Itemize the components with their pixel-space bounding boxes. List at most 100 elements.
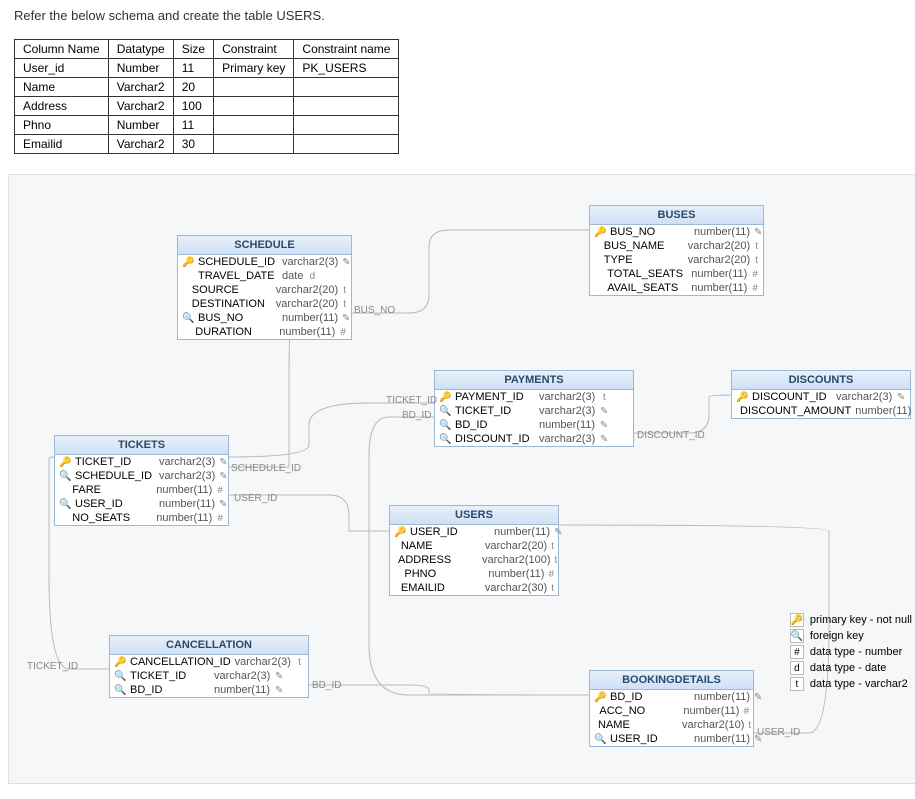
edge-label: DISCOUNT_ID xyxy=(637,430,705,441)
column-type: varchar2(3) xyxy=(235,656,291,668)
entity-column: 🔍BUS_NOnumber(11)✎ xyxy=(178,311,351,325)
entity-column: 🔑SCHEDULE_IDvarchar2(3)✎ xyxy=(178,255,351,269)
entity-column: 🔑DISCOUNT_IDvarchar2(3)✎ xyxy=(732,390,910,404)
entity-discounts: DISCOUNTS🔑DISCOUNT_IDvarchar2(3)✎DISCOUN… xyxy=(731,370,911,419)
entity-column: PHNOnumber(11)# xyxy=(390,567,558,581)
column-flag: ✎ xyxy=(754,227,762,238)
column-name: SCHEDULE_ID xyxy=(198,256,278,268)
fk-icon: 🔍 xyxy=(182,313,194,324)
spec-row: AddressVarchar2100 xyxy=(15,97,399,116)
column-name: USER_ID xyxy=(75,498,155,510)
column-name: CANCELLATION_ID xyxy=(130,656,231,668)
column-name: SCHEDULE_ID xyxy=(75,470,155,482)
column-name: BD_ID xyxy=(610,691,690,703)
column-flag: ✎ xyxy=(342,313,350,324)
column-type: varchar2(20) xyxy=(276,298,338,310)
column-name: ADDRESS xyxy=(398,554,478,566)
entity-header: BOOKINGDETAILS xyxy=(590,671,753,690)
column-name: BUS_NAME xyxy=(604,240,684,252)
column-flag: # xyxy=(743,706,749,717)
column-flag: d xyxy=(307,271,317,282)
legend-icon: d xyxy=(790,661,804,675)
fk-icon: 🔍 xyxy=(59,471,71,482)
edge-label: SCHEDULE_ID xyxy=(231,463,301,474)
column-flag: t xyxy=(342,299,347,310)
entity-column: 🔑TICKET_IDvarchar2(3)✎ xyxy=(55,455,228,469)
column-flag: # xyxy=(548,569,554,580)
column-flag: t xyxy=(754,255,759,266)
entity-users: USERS🔑USER_IDnumber(11)✎NAMEvarchar2(20)… xyxy=(389,505,559,596)
column-type: number(11) xyxy=(488,568,544,580)
entity-column: DESTINATIONvarchar2(20)t xyxy=(178,297,351,311)
spec-cell: 100 xyxy=(173,97,213,116)
column-type: varchar2(3) xyxy=(539,405,595,417)
column-type: number(11) xyxy=(494,526,550,538)
entity-column: AVAIL_SEATSnumber(11)# xyxy=(590,281,763,295)
column-name: TOTAL_SEATS xyxy=(607,268,687,280)
column-type: varchar2(3) xyxy=(539,391,595,403)
entity-header: TICKETS xyxy=(55,436,228,455)
column-flag: t xyxy=(551,583,554,594)
entity-column: 🔑BUS_NOnumber(11)✎ xyxy=(590,225,763,239)
column-name: NAME xyxy=(598,719,678,731)
spec-header: Size xyxy=(173,40,213,59)
spec-cell: Name xyxy=(15,78,109,97)
entity-payments: PAYMENTS🔑PAYMENT_IDvarchar2(3)t🔍TICKET_I… xyxy=(434,370,634,447)
spec-cell: 11 xyxy=(173,59,213,78)
spec-header: Constraint xyxy=(214,40,294,59)
column-type: number(11) xyxy=(691,282,747,294)
legend-row: ddata type - date xyxy=(790,661,912,675)
spec-cell: Primary key xyxy=(214,59,294,78)
column-name: BD_ID xyxy=(130,684,210,696)
spec-cell: Varchar2 xyxy=(108,135,173,154)
column-flag: ✎ xyxy=(599,434,609,445)
pk-icon: 🔑 xyxy=(594,692,606,703)
spec-cell: Emailid xyxy=(15,135,109,154)
entity-column: EMAILID varchar2(30) t xyxy=(390,581,558,595)
schema-spec-table: Column NameDatatypeSizeConstraintConstra… xyxy=(14,39,399,154)
column-type: varchar2(3) xyxy=(836,391,892,403)
fk-icon: 🔍 xyxy=(439,406,451,417)
edge-label: TICKET_ID xyxy=(27,661,78,672)
entity-bookingdetails: BOOKINGDETAILS🔑BD_IDnumber(11)✎ACC_NOnum… xyxy=(589,670,754,747)
column-flag: ✎ xyxy=(754,692,762,703)
column-type: varchar2(20) xyxy=(688,254,750,266)
column-type: number(11) xyxy=(855,405,911,417)
entity-column: 🔍BD_IDnumber(11)✎ xyxy=(110,683,308,697)
spec-header: Constraint name xyxy=(294,40,399,59)
legend-row: 🔍foreign key xyxy=(790,629,912,643)
column-flag: ✎ xyxy=(599,420,609,431)
fk-icon: 🔍 xyxy=(439,434,451,445)
entity-column: DISCOUNT_AMOUNTnumber(11)# xyxy=(732,404,910,418)
column-type: varchar2(30) xyxy=(485,582,547,594)
entity-header: CANCELLATION xyxy=(110,636,308,655)
pk-icon: 🔑 xyxy=(736,392,748,403)
column-type: number(11) xyxy=(539,419,595,431)
column-type: number(11) xyxy=(159,498,215,510)
spec-cell xyxy=(294,78,399,97)
spec-cell: Phno xyxy=(15,116,109,135)
column-type: varchar2(10) xyxy=(682,719,744,731)
entity-column: 🔍DISCOUNT_IDvarchar2(3)✎ xyxy=(435,432,633,446)
column-flag: ✎ xyxy=(554,527,562,538)
column-name: TICKET_ID xyxy=(130,670,210,682)
column-name: FARE xyxy=(72,484,152,496)
column-name: EMAILID xyxy=(401,582,481,594)
column-type: varchar2(3) xyxy=(214,670,270,682)
spec-cell: 20 xyxy=(173,78,213,97)
column-flag: ✎ xyxy=(219,499,227,510)
column-name: BD_ID xyxy=(455,419,535,431)
entity-column: ADDRESSvarchar2(100)t xyxy=(390,553,558,567)
fk-icon: 🔍 xyxy=(439,420,451,431)
column-name: NAME xyxy=(401,540,481,552)
entity-column: ACC_NOnumber(11)# xyxy=(590,704,753,718)
spec-cell: Number xyxy=(108,59,173,78)
edge-label: USER_ID xyxy=(234,493,277,504)
column-flag: t xyxy=(754,241,759,252)
spec-cell xyxy=(214,78,294,97)
fk-icon: 🔍 xyxy=(59,499,71,510)
entity-column: 🔍 BD_ID number(11) ✎ xyxy=(435,418,633,432)
entity-column: TOTAL_SEATSnumber(11)# xyxy=(590,267,763,281)
column-name: NO_SEATS xyxy=(72,512,152,524)
column-type: varchar2(100) xyxy=(482,554,550,566)
